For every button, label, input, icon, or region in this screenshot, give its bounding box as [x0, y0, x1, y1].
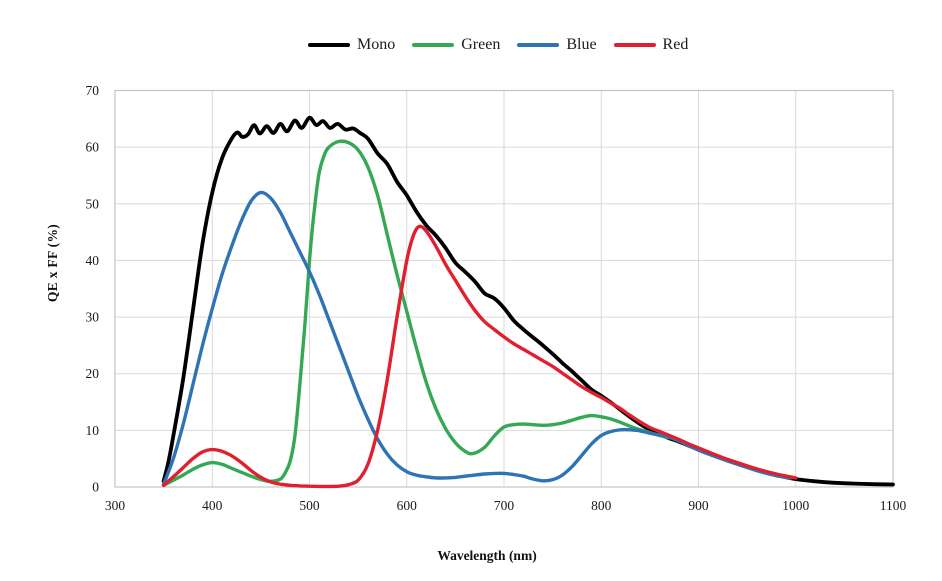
x-tick-label: 1100 [880, 498, 907, 513]
red-line-swatch [613, 43, 656, 47]
x-tick-label: 1000 [782, 498, 809, 513]
x-axis-title: Wavelength (nm) [437, 548, 537, 563]
x-tick-label: 600 [397, 498, 418, 513]
y-tick-label: 30 [86, 310, 100, 325]
mono-curve [161, 115, 895, 487]
y-tick-label: 10 [86, 423, 100, 438]
legend-label-green: Green [461, 36, 501, 53]
legend-label-red: Red [662, 36, 689, 53]
legend-label-blue: Blue [566, 36, 597, 53]
legend-item-blue: Blue [517, 36, 597, 53]
y-axis-title: QE x FF (%) [45, 223, 60, 303]
x-tick-label: 500 [299, 498, 320, 513]
x-tick-label: 300 [105, 498, 126, 513]
blue-curve [161, 190, 793, 486]
y-tick-label: 70 [86, 83, 100, 98]
x-tick-label: 800 [591, 498, 612, 513]
x-tick-label: 700 [494, 498, 515, 513]
legend-item-mono: Mono [308, 37, 395, 53]
y-tick-label: 50 [86, 196, 100, 211]
green-curve [161, 139, 671, 487]
red-curve [161, 224, 798, 489]
green-line-swatch [412, 43, 455, 47]
y-tick-label: 20 [86, 366, 100, 381]
y-tick-label: 60 [86, 140, 100, 155]
legend-item-red: Red [613, 36, 689, 53]
legend: Mono Green Blue Red [308, 37, 688, 53]
blue-line-swatch [517, 43, 560, 47]
legend-label-mono: Mono [357, 36, 396, 53]
legend-item-green: Green [412, 37, 500, 53]
mono-line-swatch [308, 43, 350, 47]
plot-border [114, 89, 894, 488]
y-tick-label: 0 [92, 480, 99, 495]
x-tick-label: 900 [688, 498, 709, 513]
y-tick-label: 40 [86, 253, 100, 268]
x-tick-label: 400 [202, 498, 223, 513]
